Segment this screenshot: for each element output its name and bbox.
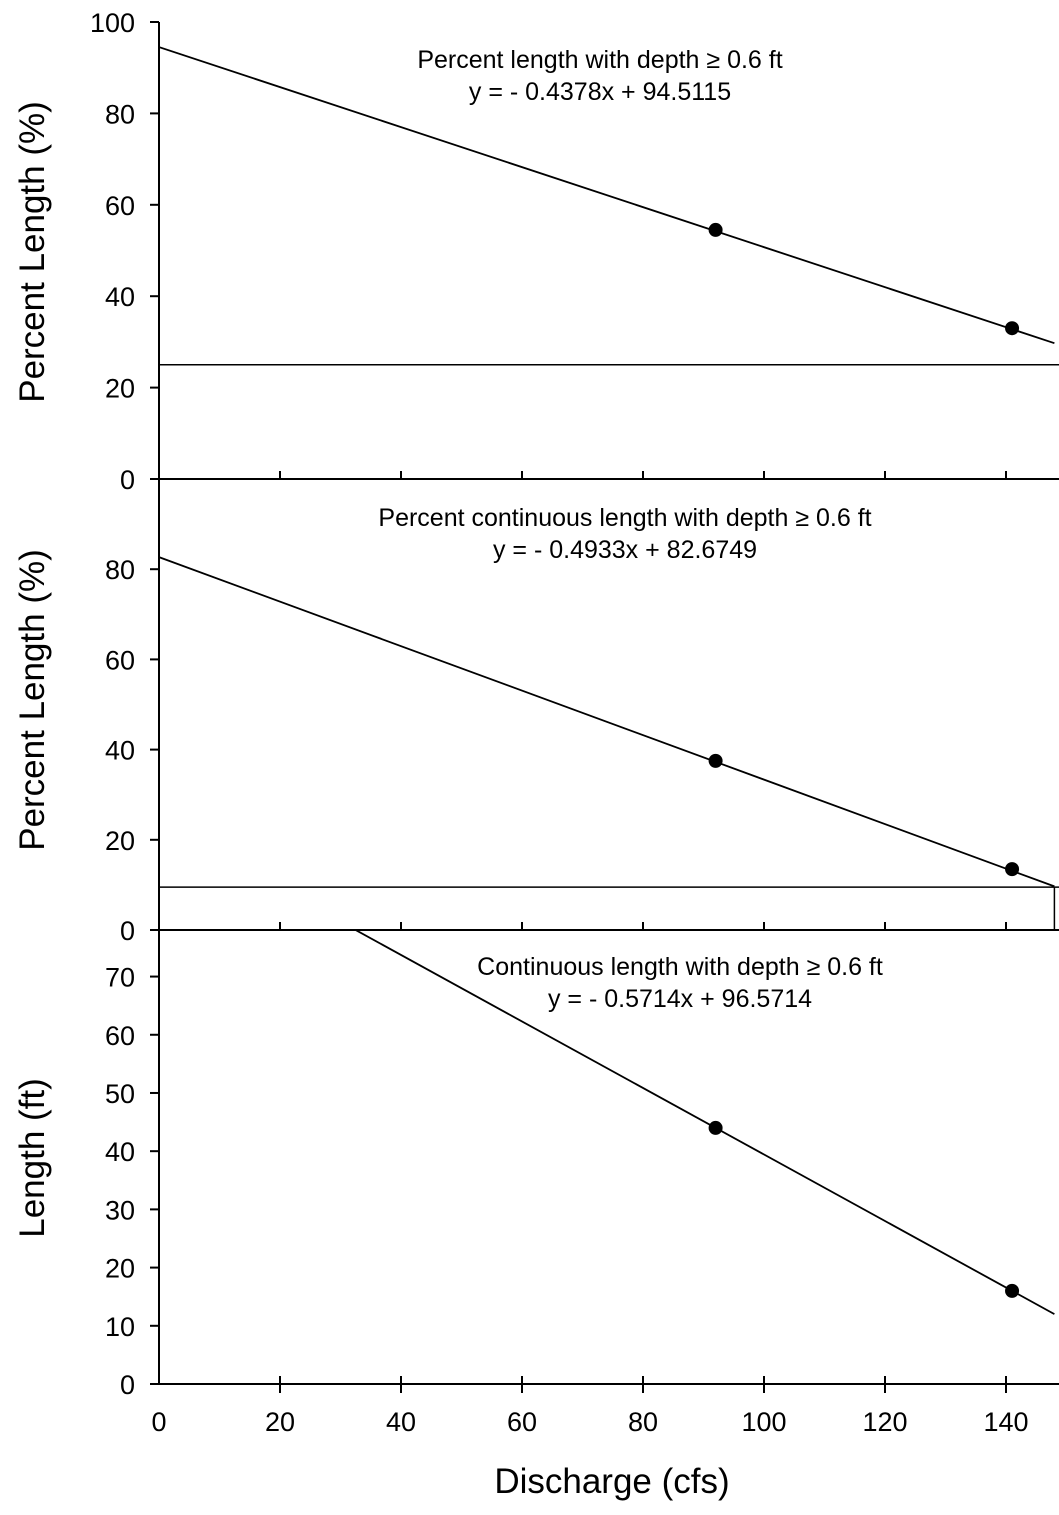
panel-2: 0 20 40 60 80 Percent continuous length with… — [13, 479, 1059, 946]
panel-3-annotation-1: Continuous length with depth ≥ 0.6 ft — [477, 953, 883, 981]
x-tick-label: 0 — [151, 1407, 166, 1437]
panel-2-annotation-2: y = - 0.4933x + 82.6749 — [493, 536, 757, 564]
x-tick-label: 120 — [862, 1407, 907, 1437]
panel-1-y-tick-label: 20 — [105, 374, 135, 404]
panel-1-regression-line — [159, 46, 1055, 345]
panel-2-data-point — [1005, 862, 1020, 877]
panel-1-y-tick-label: 80 — [105, 99, 135, 129]
x-tick-label: 80 — [628, 1407, 658, 1437]
panel-3-y-tick-label: 30 — [105, 1195, 135, 1225]
panel-1-annotation-1: Percent length with depth ≥ 0.6 ft — [417, 46, 782, 74]
panel-3-regression-line — [353, 930, 1055, 1315]
panel-1: 0 20 40 60 80 100 Percent length with depth ≥… — [13, 8, 1059, 495]
panel-3-y-tick-label: 10 — [105, 1312, 135, 1342]
panel-3-y-tick-label: 20 — [105, 1254, 135, 1284]
panel-3-y-tick-label: 70 — [105, 963, 135, 993]
x-tick-label: 100 — [741, 1407, 786, 1437]
x-tick-label: 40 — [386, 1407, 416, 1437]
panel-2-annotation-1: Percent continuous length with depth ≥ 0… — [378, 504, 871, 532]
panel-2-y-tick-label: 20 — [105, 826, 135, 856]
panel-1-y-axis-title: Percent Length (%) — [13, 101, 52, 403]
panel-3-annotation-2: y = - 0.5714x + 96.5714 — [548, 985, 812, 1013]
panel-1-y-tick-label: 60 — [105, 191, 135, 221]
panel-2-y-tick-label: 80 — [105, 555, 135, 585]
panel-3-y-tick-label: 40 — [105, 1137, 135, 1167]
panel-3-y-tick-label: 60 — [105, 1021, 135, 1051]
panel-1-y-tick-label: 0 — [120, 465, 135, 495]
panel-3-data-point — [708, 1120, 723, 1135]
panel-2-y-axis-title: Percent Length (%) — [13, 549, 52, 851]
panel-2-y-tick-label: 60 — [105, 645, 135, 675]
x-tick-label: 60 — [507, 1407, 537, 1437]
panel-1-data-point — [708, 222, 723, 237]
panel-3-y-tick-label: 0 — [120, 1370, 135, 1400]
panel-1-annotation-2: y = - 0.4378x + 94.5115 — [469, 78, 731, 106]
panel-3-y-axis-title: Length (ft) — [13, 1078, 52, 1238]
x-axis-title: Discharge (cfs) — [494, 1462, 729, 1501]
panel-2-y-tick-label: 0 — [120, 916, 135, 946]
panel-3: 0 10 20 30 40 50 60 70 Continuous length with d… — [13, 930, 1059, 1501]
panel-3-data-point — [1005, 1283, 1020, 1298]
panel-1-y-tick-label: 100 — [90, 8, 135, 38]
panel-2-regression-line — [159, 556, 1055, 888]
x-tick-label: 140 — [983, 1407, 1028, 1437]
panel-1-y-tick-label: 40 — [105, 282, 135, 312]
panel-1-data-point — [1005, 321, 1020, 336]
panel-3-y-tick-label: 50 — [105, 1079, 135, 1109]
panel-2-y-tick-label: 40 — [105, 736, 135, 766]
panel-2-data-point — [708, 753, 723, 768]
x-tick-label: 20 — [265, 1407, 295, 1437]
